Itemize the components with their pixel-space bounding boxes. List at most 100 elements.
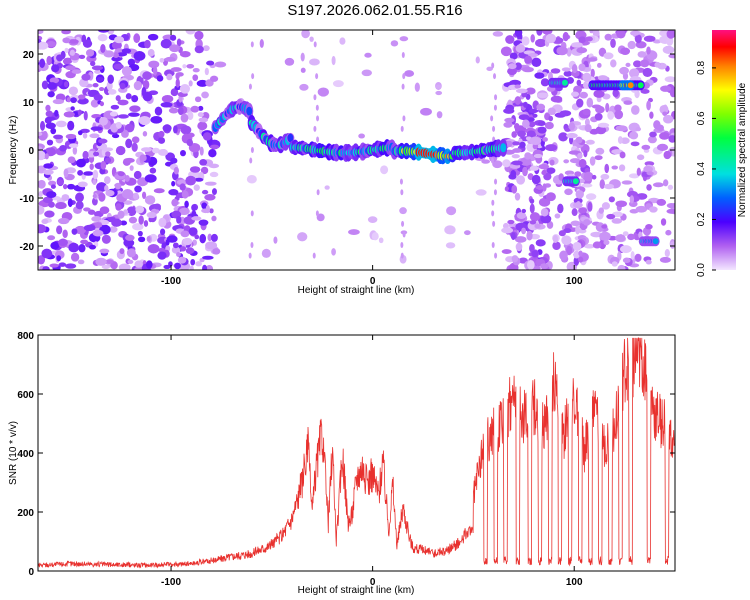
spectrogram-cell <box>117 171 125 177</box>
spectrogram-cell <box>77 169 84 176</box>
spectrogram-cell <box>545 144 558 152</box>
spectrogram-cell <box>111 56 121 62</box>
spectrogram-xtick-label: -100 <box>161 276 181 287</box>
spectrogram-cell <box>400 125 404 132</box>
spectrogram-cell <box>45 122 56 129</box>
spectrogram-cell <box>612 89 619 98</box>
spectrogram-cell <box>666 202 675 209</box>
spectrogram-cell <box>168 189 179 196</box>
spectrogram-cell <box>158 130 165 138</box>
spectrogram-cell <box>44 153 49 160</box>
spectrogram-cell <box>575 190 584 199</box>
spectrogram-cell <box>166 235 178 243</box>
spectrogram-cell <box>629 195 635 204</box>
spectrogram-cell <box>579 91 588 99</box>
spectrogram-cell <box>197 121 208 131</box>
spectrogram-cell <box>515 44 526 53</box>
spectrogram-cell <box>179 183 186 191</box>
spectrogram-cell <box>528 108 539 114</box>
spectrogram-cell <box>535 38 547 48</box>
spectrogram-cell <box>566 245 573 256</box>
spectrogram-cell <box>583 150 588 158</box>
spectrogram-cell <box>125 234 135 241</box>
spectrogram-cell <box>176 252 181 258</box>
spectrogram-cell <box>117 114 129 119</box>
spectrogram-cell <box>573 250 580 259</box>
spectrogram-cell <box>534 72 545 79</box>
spectrogram-cell <box>58 262 67 267</box>
spectrogram-cell <box>312 252 316 259</box>
spectrogram-cell <box>195 261 202 267</box>
spectrogram-cell <box>88 244 97 250</box>
spectrogram-cell <box>507 219 515 225</box>
spectrogram-cell <box>591 104 602 109</box>
spectrogram-cell <box>582 108 591 116</box>
spectrogram-cell <box>89 133 100 139</box>
spectrogram-cell <box>494 94 498 101</box>
spectrogram-cell <box>591 174 597 180</box>
spectrogram-cell <box>246 106 253 116</box>
spectrogram-cell <box>92 229 104 237</box>
spectrogram-cell <box>659 104 669 115</box>
spectrogram-cell <box>147 244 160 254</box>
spectrogram-cell <box>348 229 360 235</box>
spectrogram-cell <box>121 48 132 54</box>
spectrogram-cell <box>191 204 197 212</box>
spectrogram-cell <box>552 234 558 244</box>
spectrogram-cell <box>297 232 308 242</box>
spectrogram-cell <box>649 131 657 138</box>
spectrogram-cell <box>75 201 84 210</box>
spectrogram-cell <box>585 193 597 200</box>
spectrogram-cell <box>500 46 512 57</box>
spectrogram-cell <box>615 200 628 208</box>
spectrogram-cell <box>68 86 79 96</box>
spectrogram-cell <box>177 106 184 116</box>
spectrogram-cell <box>168 261 173 267</box>
spectrogram-cell <box>510 170 517 178</box>
spectrogram-cell <box>150 115 163 124</box>
spectrogram-cell <box>176 216 182 224</box>
spectrogram-cell <box>101 264 111 269</box>
spectrogram-cell <box>101 234 111 244</box>
spectrogram-ylabel: Frequency (Hz) <box>8 116 19 185</box>
spectrogram-cell <box>83 224 96 232</box>
spectrogram-cell <box>131 136 140 144</box>
spectrogram-cell <box>132 223 144 231</box>
spectrogram-cell <box>80 239 89 245</box>
spectrogram-cell <box>534 223 541 229</box>
spectrogram-cell <box>435 84 442 89</box>
spectrogram-cell <box>571 42 583 48</box>
spectrogram-cell <box>111 218 122 227</box>
spectrogram-cell <box>169 44 181 53</box>
spectrogram-cell <box>575 136 583 144</box>
spectrogram-cell <box>91 65 104 71</box>
spectrogram-cell <box>137 230 143 237</box>
spectrogram-cell <box>400 252 404 259</box>
spectrogram-cell <box>531 174 541 185</box>
spectrogram-cell <box>628 173 640 179</box>
spectrogram-cell <box>105 189 115 197</box>
spectrogram-cell <box>399 36 409 42</box>
spectrogram-cell <box>582 72 592 82</box>
spectrogram-cell <box>316 189 320 196</box>
spectrogram-cell <box>598 207 605 214</box>
spectrogram-cell <box>168 107 179 114</box>
spectrogram-cell <box>92 169 99 180</box>
spectrogram-cell <box>511 154 520 159</box>
spectrogram-cell <box>557 203 564 214</box>
snr-series-line <box>38 337 675 569</box>
spectrogram-cell <box>72 146 78 155</box>
spectrogram-cell <box>95 257 107 266</box>
spectrogram-cell <box>617 264 626 270</box>
spectrogram-cell <box>202 255 214 260</box>
spectrogram-cell <box>666 30 675 39</box>
spectrogram-cell <box>667 184 674 190</box>
spectrogram-cell <box>592 241 602 249</box>
spectrogram-cell <box>77 94 86 100</box>
spectrogram-cell <box>209 144 220 150</box>
spectrogram-cell <box>259 39 264 48</box>
spectrogram-cell <box>129 105 141 113</box>
spectrogram-cell <box>41 80 49 90</box>
snr-xlabel: Height of straight line (km) <box>298 585 415 596</box>
spectrogram-cell <box>545 33 557 44</box>
